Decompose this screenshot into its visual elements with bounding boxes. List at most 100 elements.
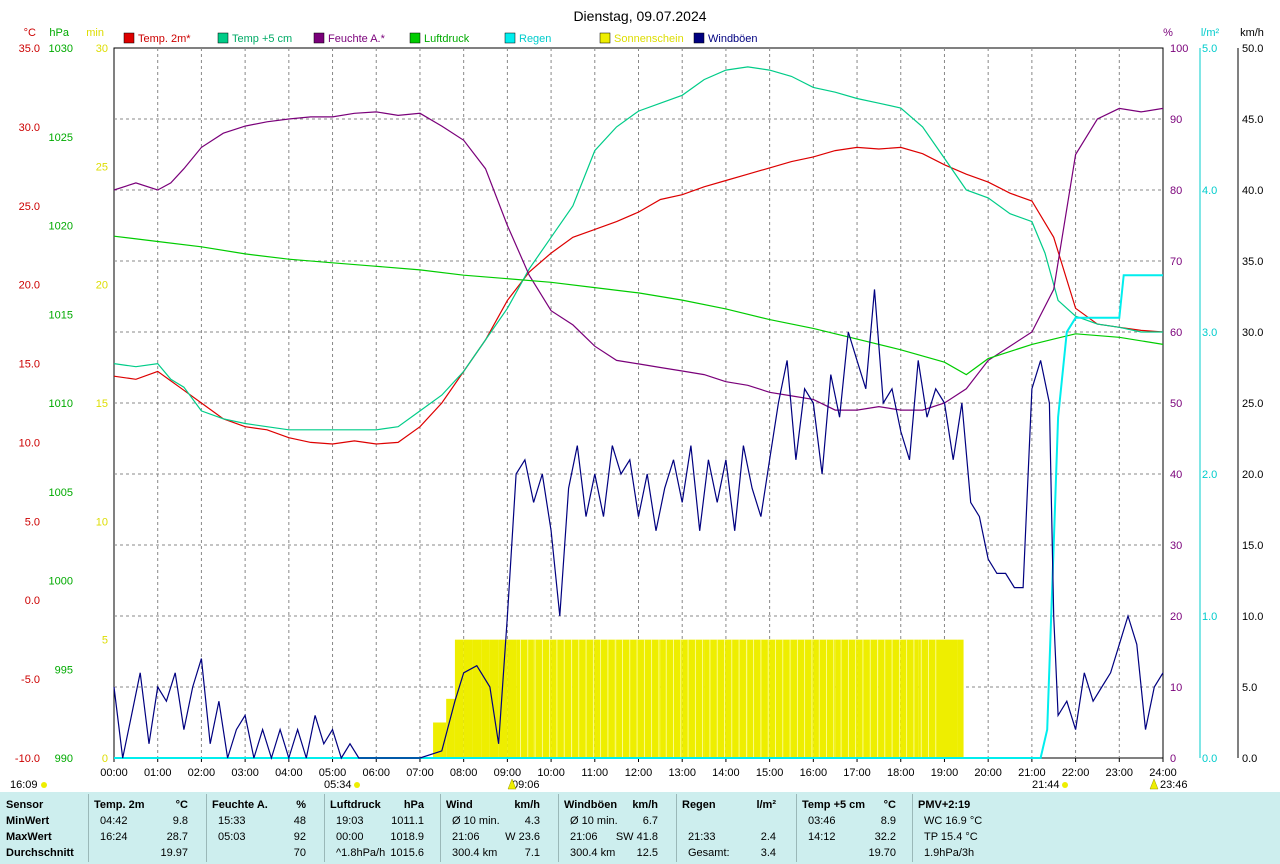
footer-col-head: Luftdruck xyxy=(330,799,381,811)
x-tick-label: 03:00 xyxy=(231,767,259,779)
x-tick-label: 16:00 xyxy=(800,767,828,779)
x-tick-label: 15:00 xyxy=(756,767,784,779)
footer-cell-label: 04:42 xyxy=(100,815,128,827)
footer-divider xyxy=(912,794,913,862)
footer-cell-value: 1015.6 xyxy=(390,847,424,859)
sunshine-bar xyxy=(489,639,499,758)
footer-divider xyxy=(558,794,559,862)
footer-cell-value: SW 41.8 xyxy=(615,831,658,843)
x-tick-label: 20:00 xyxy=(974,767,1002,779)
footer-cell-label: 16:24 xyxy=(100,831,128,843)
footer-cell-value: 6.7 xyxy=(642,815,658,827)
legend-label: Regen xyxy=(519,33,551,45)
sunshine-bar xyxy=(572,639,595,758)
y-tick-label-right: 3.0 xyxy=(1202,327,1217,339)
footer-cell-value: 48 xyxy=(293,815,306,827)
axis-unit-right: km/h xyxy=(1240,27,1264,39)
chart-title: Dienstag, 09.07.2024 xyxy=(573,8,706,24)
x-tick-label: 21:00 xyxy=(1018,767,1046,779)
sunshine-bar xyxy=(594,639,617,758)
sunshine-bar xyxy=(900,639,910,758)
sun-marker xyxy=(41,782,47,788)
annotations: 16:09 05:34 09:06 21:44 23:46 xyxy=(10,778,1188,791)
sunshine-bar xyxy=(638,639,661,758)
x-tick-label: 24:00 xyxy=(1149,767,1177,779)
footer-divider xyxy=(324,794,325,862)
footer-cell-label: Durchschnitt xyxy=(6,847,74,859)
footer-cell-value: 9.8 xyxy=(172,815,188,827)
legend-label: Sonnenschein xyxy=(614,33,684,45)
sunshine-bar xyxy=(454,639,464,758)
y-tick-label-right: 4.0 xyxy=(1202,185,1217,197)
x-tick-label: 06:00 xyxy=(362,767,390,779)
legend-swatch xyxy=(693,32,705,44)
footer-col-head: Windböen xyxy=(564,799,618,811)
y-tick-label-left: 20 xyxy=(96,280,108,292)
series-line xyxy=(113,289,1164,761)
axis-unit-left: min xyxy=(86,27,104,39)
footer-col-unit: km/h xyxy=(514,799,540,811)
footer-cell-value: 1011.1 xyxy=(391,815,424,827)
footer-col-head: PMV+2:19 xyxy=(918,799,971,811)
footer-col-unit: hPa xyxy=(403,799,424,811)
series-lines xyxy=(113,66,1164,761)
series-line xyxy=(113,235,1164,376)
y-tick-label-right: 15.0 xyxy=(1242,540,1263,552)
y-tick-label-left: 1000 xyxy=(49,576,73,588)
footer-cell-label: Gesamt: xyxy=(688,847,730,859)
sunshine-bar xyxy=(704,639,726,758)
y-tick-label-left: 5 xyxy=(102,635,108,647)
footer-cell-label: MaxWert xyxy=(6,831,52,843)
axis-unit-left: hPa xyxy=(49,27,69,39)
y-tick-label-right: 35.0 xyxy=(1242,256,1263,268)
y-tick-label-left: 1030 xyxy=(49,43,73,55)
footer-cell-label: 1.9hPa/3h xyxy=(924,847,975,859)
x-tick-label: 02:00 xyxy=(188,767,216,779)
y-tick-label-left: -10.0 xyxy=(15,753,40,765)
series-line xyxy=(113,66,1163,431)
sun-peak-label: 09:06 xyxy=(512,779,540,791)
y-tick-label-left: 35.0 xyxy=(19,43,40,55)
footer-col-head: Sensor xyxy=(6,799,44,811)
sunshine-bar xyxy=(433,722,447,758)
sunshine-bar xyxy=(682,639,705,758)
y-tick-label-right: 70 xyxy=(1170,256,1182,268)
legend-label: Windböen xyxy=(708,33,758,45)
y-tick-label-right: 20 xyxy=(1170,611,1182,623)
y-tick-label-right: 30 xyxy=(1170,540,1182,552)
footer-cell-label: ^1.8hPa/h xyxy=(336,847,386,859)
x-tick-label: 14:00 xyxy=(712,767,740,779)
axis-unit-right: % xyxy=(1163,27,1173,39)
x-tick-label: 09:00 xyxy=(494,767,522,779)
x-tick-label: 00:00 xyxy=(100,767,128,779)
sunshine-bar xyxy=(516,639,534,758)
legend-label: Temp +5 cm xyxy=(232,33,292,45)
sunshine-bar xyxy=(769,639,792,758)
sunrise-marker xyxy=(354,782,360,788)
legend-swatch xyxy=(123,32,135,44)
grid xyxy=(113,47,1164,759)
y-tick-label-right: 1.0 xyxy=(1202,611,1217,623)
y-tick-label-left: 25 xyxy=(96,161,108,173)
series-line xyxy=(114,274,1163,759)
sunrise-label: 05:34 xyxy=(324,779,352,791)
footer-cell-label: 21:06 xyxy=(570,831,598,843)
x-tick-label: 18:00 xyxy=(887,767,915,779)
footer-cell-label: TP 15.4 °C xyxy=(924,831,978,843)
legend-label: Temp. 2m* xyxy=(138,33,191,45)
legend-swatch xyxy=(313,32,325,44)
legend-label: Luftdruck xyxy=(424,33,470,45)
y-tick-label-left: 1005 xyxy=(49,487,73,499)
sunshine-bar xyxy=(957,639,964,758)
footer-cell-label: 21:06 xyxy=(452,831,480,843)
footer-cell-label: Ø 10 min. xyxy=(570,815,618,827)
y-tick-label-right: 0 xyxy=(1170,753,1176,765)
y-tick-label-right: 30.0 xyxy=(1242,327,1263,339)
sunshine-bar xyxy=(935,639,958,758)
y-tick-label-right: 10 xyxy=(1170,682,1182,694)
sunshine-bar xyxy=(472,639,482,758)
footer-col-head: Wind xyxy=(446,799,473,811)
y-tick-label-left: -5.0 xyxy=(21,674,40,686)
footer-cell-label: 15:33 xyxy=(218,815,246,827)
sunshine-bar xyxy=(660,639,683,758)
